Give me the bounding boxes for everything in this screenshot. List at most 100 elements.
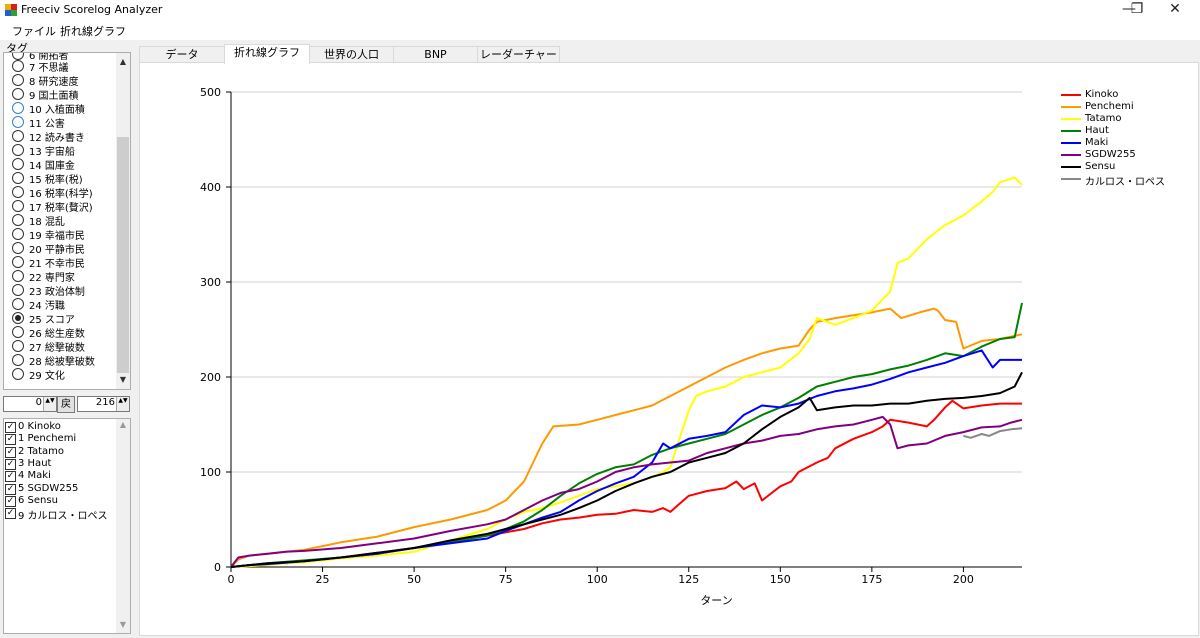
radio-button[interactable] — [12, 158, 24, 170]
radio-button[interactable] — [12, 354, 24, 366]
radio-button[interactable] — [12, 228, 24, 240]
radio-button[interactable] — [12, 284, 24, 296]
checkbox[interactable]: ✓ — [5, 495, 16, 507]
end-turn-value[interactable]: 216 — [95, 397, 115, 408]
tag-option[interactable]: 8 研究速度 — [4, 73, 116, 88]
radio-button[interactable] — [12, 74, 24, 86]
tag-option[interactable]: 13 宇宙船 — [4, 143, 116, 158]
tag-option[interactable]: 24 汚職 — [4, 297, 116, 312]
scroll-up-icon[interactable]: ▲ — [119, 57, 127, 66]
tag-radio-list[interactable]: 6 開拓者 7 不思議 8 研究速度 9 国土面積 10 入植面積 11 公害 12 読み書… — [3, 52, 131, 390]
tag-option[interactable]: 18 混乱 — [4, 213, 116, 228]
player-item[interactable]: ✓ 0 Kinoko — [4, 421, 130, 433]
radio-button[interactable] — [12, 256, 24, 268]
menu-line-graph[interactable]: 折れ線グラフ — [60, 25, 126, 38]
checkbox[interactable]: ✓ — [5, 422, 16, 433]
scroll-up-icon[interactable]: ▲ — [119, 420, 127, 429]
tab-radar-chart[interactable]: レーダーチャート — [477, 46, 560, 77]
checkbox[interactable]: ✓ — [5, 434, 16, 446]
start-turn-value[interactable]: 0 — [35, 397, 42, 408]
player-item[interactable]: ✓ 6 Sensu — [4, 495, 130, 507]
radio-button[interactable] — [12, 242, 24, 254]
tag-option[interactable]: 29 文化 — [4, 367, 116, 382]
tab-bnp[interactable]: BNP — [393, 46, 478, 63]
radio-button[interactable] — [12, 340, 24, 352]
checkbox[interactable]: ✓ — [5, 508, 16, 520]
radio-button[interactable] — [12, 130, 24, 142]
player-checklist[interactable]: ✓ 0 Kinoko ✓ 1 Penchemi ✓ 2 Tatamo ✓ 3 Haut ✓ 4 M… — [3, 418, 131, 634]
tag-option[interactable]: 19 幸福市民 — [4, 227, 116, 242]
series-line-1 — [230, 307, 1023, 568]
tag-option[interactable]: 15 税率(税) — [4, 171, 116, 186]
player-item[interactable]: ✓ 2 Tatamo — [4, 446, 130, 458]
tag-option[interactable]: 21 不幸市民 — [4, 255, 116, 270]
tag-option[interactable]: 25 スコア — [4, 311, 116, 326]
radio-button[interactable] — [12, 186, 24, 198]
tag-option-label: 10 入植面積 — [29, 105, 85, 116]
tag-option[interactable]: 23 政治体制 — [4, 283, 116, 298]
radio-button[interactable] — [12, 298, 24, 310]
tag-option[interactable]: 14 国庫金 — [4, 157, 116, 172]
tag-option[interactable]: 9 国土面積 — [4, 87, 116, 102]
player-item[interactable]: ✓ 5 SGDW255 — [4, 483, 130, 495]
checkbox[interactable]: ✓ — [5, 483, 16, 495]
x-axis-label: ターン — [700, 594, 732, 607]
scroll-down-icon[interactable]: ▼ — [119, 375, 127, 384]
spinner-arrows-icon[interactable]: ▲▼ — [116, 397, 129, 411]
minimize-button[interactable]: — — [1122, 1, 1136, 17]
menu-file[interactable]: ファイル — [12, 25, 56, 38]
start-turn-spinner[interactable]: 0 ▲▼ — [3, 396, 57, 412]
tag-option[interactable]: 17 税率(贅沢) — [4, 199, 116, 214]
tag-list-scrollbar[interactable]: ▲ ▼ — [116, 53, 130, 389]
tab-world-population[interactable]: 世界の人口 — [309, 46, 394, 63]
series-line-4 — [230, 349, 1022, 568]
close-button[interactable]: ✕ — [1169, 1, 1181, 17]
radio-button[interactable] — [12, 214, 24, 226]
x-tick-label: 100 — [587, 573, 608, 586]
radio-button[interactable] — [12, 116, 24, 128]
radio-button[interactable] — [12, 172, 24, 184]
tag-option[interactable]: 22 専門家 — [4, 269, 116, 284]
tag-option[interactable]: 16 税率(科学) — [4, 185, 116, 200]
radio-button[interactable] — [12, 102, 24, 114]
radio-button[interactable] — [12, 88, 24, 100]
y-tick-label: 500 — [200, 86, 221, 99]
tag-option[interactable]: 6 開拓者 — [4, 53, 116, 62]
player-item[interactable]: ✓ 4 Maki — [4, 470, 130, 483]
tag-option[interactable]: 12 読み書き — [4, 129, 116, 144]
end-turn-spinner[interactable]: 216 ▲▼ — [77, 396, 130, 412]
tab-line-graph[interactable]: 折れ線グラフ — [224, 44, 310, 64]
tag-option-label: 27 総撃破数 — [29, 343, 85, 354]
checkbox[interactable]: ✓ — [5, 471, 16, 483]
scrollbar-thumb[interactable] — [117, 137, 129, 373]
back-button[interactable]: 戻 — [57, 396, 75, 413]
player-item[interactable]: ✓ 3 Haut — [4, 458, 130, 470]
scroll-down-icon[interactable]: ▼ — [119, 620, 127, 629]
restore-button[interactable]: ❐ — [1130, 1, 1144, 17]
player-item[interactable]: ✓ 9 カルロス・ロペス — [4, 507, 130, 522]
radio-button[interactable] — [12, 312, 24, 324]
radio-button[interactable] — [12, 326, 24, 338]
tag-option[interactable]: 27 総撃破数 — [4, 339, 116, 354]
radio-button[interactable] — [12, 368, 24, 380]
player-label: 0 Kinoko — [18, 421, 61, 432]
radio-button[interactable] — [12, 200, 24, 212]
tag-option[interactable]: 7 不思議 — [4, 59, 116, 74]
x-tick-label: 0 — [228, 573, 235, 586]
tag-option[interactable]: 26 総生産数 — [4, 325, 116, 340]
spinner-arrows-icon[interactable]: ▲▼ — [43, 397, 56, 411]
series-line-6 — [230, 371, 1023, 568]
tag-option[interactable]: 20 平静市民 — [4, 241, 116, 256]
radio-button[interactable] — [12, 270, 24, 282]
tag-option[interactable]: 10 入植面積 — [4, 101, 116, 116]
x-tick-label: 200 — [953, 573, 974, 586]
tag-option[interactable]: 28 総被撃破数 — [4, 353, 116, 368]
tab-data[interactable]: データ — [139, 46, 225, 63]
checkbox[interactable]: ✓ — [5, 446, 16, 458]
player-list-scrollbar[interactable]: ▲ ▼ — [116, 419, 130, 633]
player-item[interactable]: ✓ 1 Penchemi — [4, 433, 130, 446]
radio-button[interactable] — [12, 144, 24, 156]
checkbox[interactable]: ✓ — [5, 458, 16, 470]
tag-option[interactable]: 11 公害 — [4, 115, 116, 130]
radio-button[interactable] — [12, 60, 24, 72]
